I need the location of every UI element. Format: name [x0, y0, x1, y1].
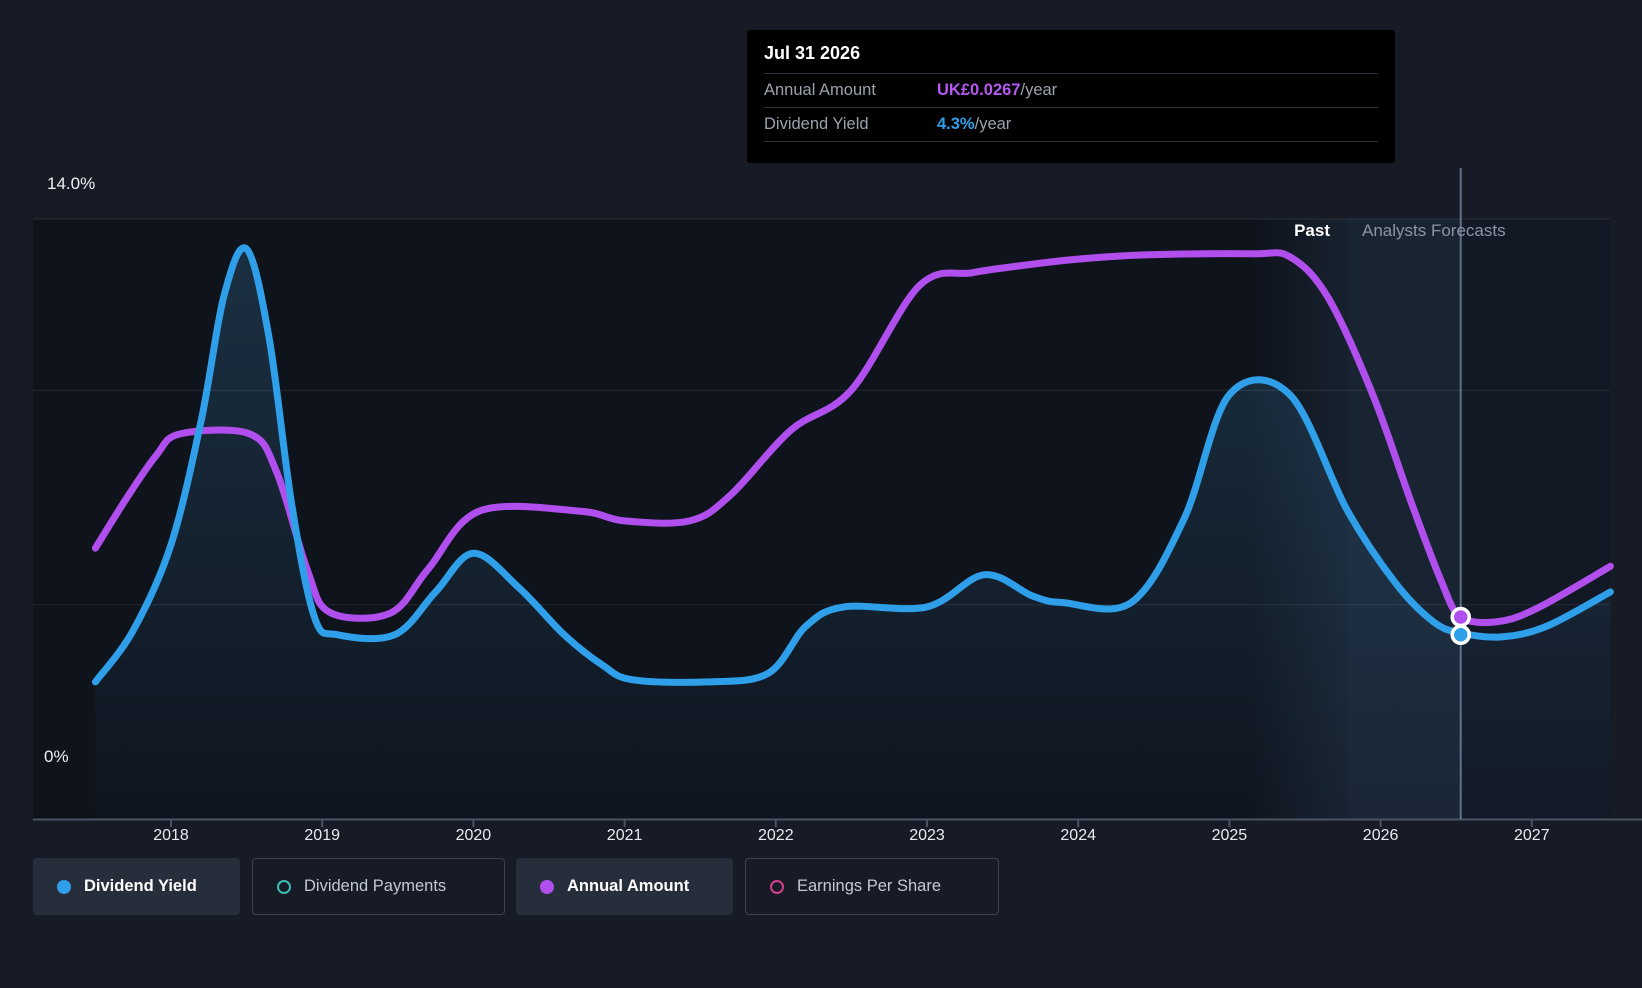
tooltip-row-dividend-yield: Dividend Yield 4.3% /year: [764, 107, 1378, 142]
legend-item-label: Earnings Per Share: [797, 877, 941, 895]
x-axis-label-2018: 2018: [153, 827, 189, 844]
x-axis-label-2026: 2026: [1362, 827, 1399, 844]
legend-item-annual-amount[interactable]: Annual Amount: [516, 858, 733, 915]
legend-item-label: Dividend Payments: [304, 877, 447, 895]
dividend-payments-swatch-icon: [277, 879, 291, 894]
tooltip-row-annual-amount: Annual Amount UK£0.0267 /year: [764, 73, 1378, 107]
legend-item-earnings-per-share[interactable]: Earnings Per Share: [745, 858, 999, 915]
marker-dividend-yield[interactable]: [1450, 624, 1471, 645]
tooltip-dividend-yield-value: 4.3%: [937, 115, 975, 133]
y-axis-label-zero: 0%: [44, 747, 69, 766]
marker-annual-amount[interactable]: [1450, 606, 1471, 628]
x-axis-label-2022: 2022: [758, 827, 794, 844]
x-axis-label-2019: 2019: [304, 827, 340, 844]
legend-item-dividend-payments[interactable]: Dividend Payments: [252, 858, 505, 915]
earnings-per-share-swatch-icon: [770, 879, 784, 894]
x-axis-label-2021: 2021: [606, 827, 643, 844]
tooltip-annual-amount-label: Annual Amount: [764, 81, 876, 99]
x-axis-label-2023: 2023: [909, 827, 945, 844]
y-axis-label-max: 14.0%: [47, 174, 96, 193]
annual-amount-swatch-icon: [540, 879, 554, 894]
forecast-region-label: Analysts Forecasts: [1362, 221, 1506, 240]
x-axis-label-2027: 2027: [1514, 827, 1550, 844]
tooltip-dividend-yield-label: Dividend Yield: [764, 115, 869, 133]
tooltip-dividend-yield-suffix: /year: [974, 115, 1012, 133]
x-axis-label-2025: 2025: [1211, 827, 1248, 844]
dividend-yield-area-fill: [95, 247, 1611, 819]
tooltip-annual-amount-suffix: /year: [1020, 81, 1058, 99]
past-region-label: Past: [1294, 221, 1330, 240]
dividend-yield-swatch-icon: [57, 879, 71, 894]
dividend-yield-line: [91, 244, 1614, 686]
tooltip-date: Jul 31 2026: [764, 43, 861, 63]
tooltip-annual-amount-value: UK£0.0267: [937, 81, 1021, 99]
x-axis-label-2024: 2024: [1060, 827, 1096, 844]
legend-item-label: Annual Amount: [567, 877, 690, 895]
x-axis-labels: 2018 2019 2020 2021 2022 2023 2024 2025 2026 2027: [0, 827, 1642, 851]
x-axis-label-2020: 2020: [455, 827, 492, 844]
legend-item-label: Dividend Yield: [84, 877, 197, 895]
legend-item-dividend-yield[interactable]: Dividend Yield: [33, 858, 240, 915]
chart-tooltip: Jul 31 2026 Annual Amount UK£0.0267 /yea…: [747, 30, 1395, 163]
